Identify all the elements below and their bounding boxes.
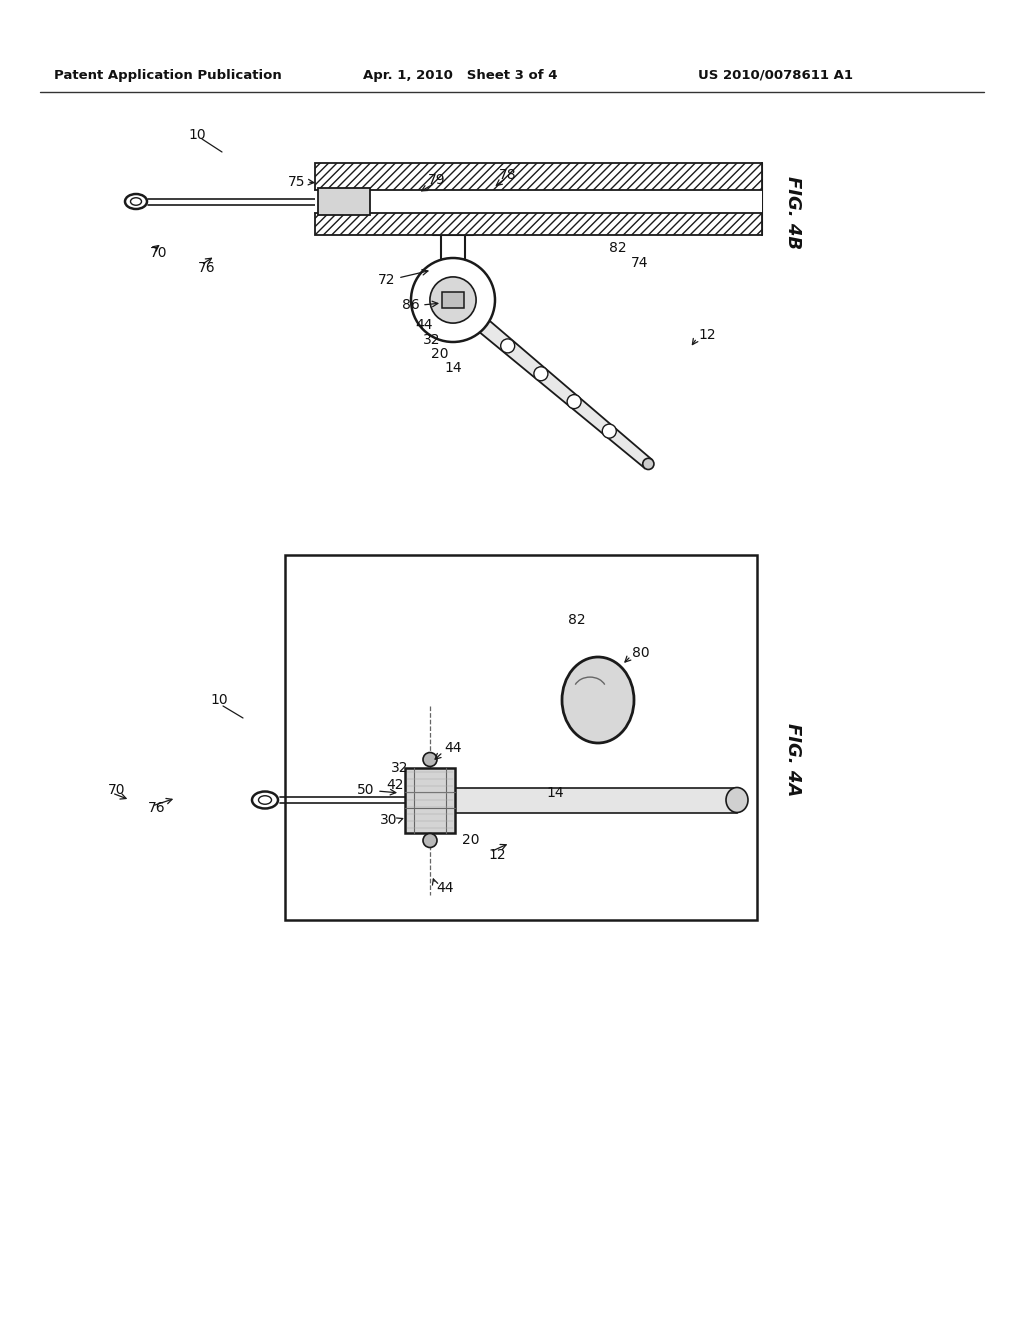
Bar <box>315 162 762 190</box>
Ellipse shape <box>130 198 141 205</box>
Bar <box>406 767 455 833</box>
Text: 10: 10 <box>188 128 206 143</box>
Circle shape <box>447 294 459 306</box>
Text: 20: 20 <box>430 347 449 360</box>
Circle shape <box>423 833 437 847</box>
Ellipse shape <box>252 792 278 808</box>
Circle shape <box>534 367 548 380</box>
Text: 50: 50 <box>356 783 374 797</box>
Text: 79: 79 <box>428 173 445 187</box>
Text: 10: 10 <box>210 693 227 708</box>
Text: US 2010/0078611 A1: US 2010/0078611 A1 <box>697 69 853 82</box>
Text: 32: 32 <box>390 762 408 775</box>
Ellipse shape <box>562 657 634 743</box>
Circle shape <box>602 424 616 438</box>
Bar <box>285 554 757 920</box>
Ellipse shape <box>643 458 654 470</box>
Text: 14: 14 <box>546 785 563 800</box>
Text: Patent Application Publication: Patent Application Publication <box>54 69 282 82</box>
Bar <box>318 187 370 215</box>
Bar <box>452 788 737 813</box>
Text: 70: 70 <box>108 783 126 797</box>
Text: 20: 20 <box>462 833 479 847</box>
Ellipse shape <box>125 194 147 209</box>
Text: FIG. 4B: FIG. 4B <box>784 177 802 249</box>
Ellipse shape <box>726 788 748 813</box>
Text: FIG. 4A: FIG. 4A <box>784 723 802 797</box>
Ellipse shape <box>258 796 271 804</box>
Text: 80: 80 <box>632 645 649 660</box>
Circle shape <box>501 339 515 352</box>
Text: 42: 42 <box>386 777 404 792</box>
Text: 86: 86 <box>402 298 420 312</box>
Circle shape <box>423 752 437 767</box>
Text: 82: 82 <box>568 612 586 627</box>
Text: 78: 78 <box>499 168 517 182</box>
Text: 12: 12 <box>488 847 506 862</box>
Bar <box>442 292 464 308</box>
Circle shape <box>567 395 581 409</box>
Text: 44: 44 <box>436 880 454 895</box>
Text: 82: 82 <box>609 242 627 255</box>
Text: 14: 14 <box>444 360 462 375</box>
Text: 72: 72 <box>378 273 395 286</box>
Circle shape <box>411 257 495 342</box>
Bar <box>315 213 762 235</box>
Circle shape <box>430 277 476 323</box>
Text: 30: 30 <box>380 813 397 828</box>
Text: 74: 74 <box>631 256 649 271</box>
Text: 44: 44 <box>444 741 462 755</box>
Text: 76: 76 <box>148 801 166 814</box>
Text: 32: 32 <box>423 333 440 347</box>
Text: 44: 44 <box>416 318 433 333</box>
Bar <box>315 190 762 213</box>
Text: 12: 12 <box>698 327 716 342</box>
Text: 76: 76 <box>198 261 216 275</box>
Text: 70: 70 <box>150 246 168 260</box>
Polygon shape <box>447 294 652 469</box>
Text: 75: 75 <box>288 176 305 189</box>
Text: Apr. 1, 2010   Sheet 3 of 4: Apr. 1, 2010 Sheet 3 of 4 <box>362 69 557 82</box>
